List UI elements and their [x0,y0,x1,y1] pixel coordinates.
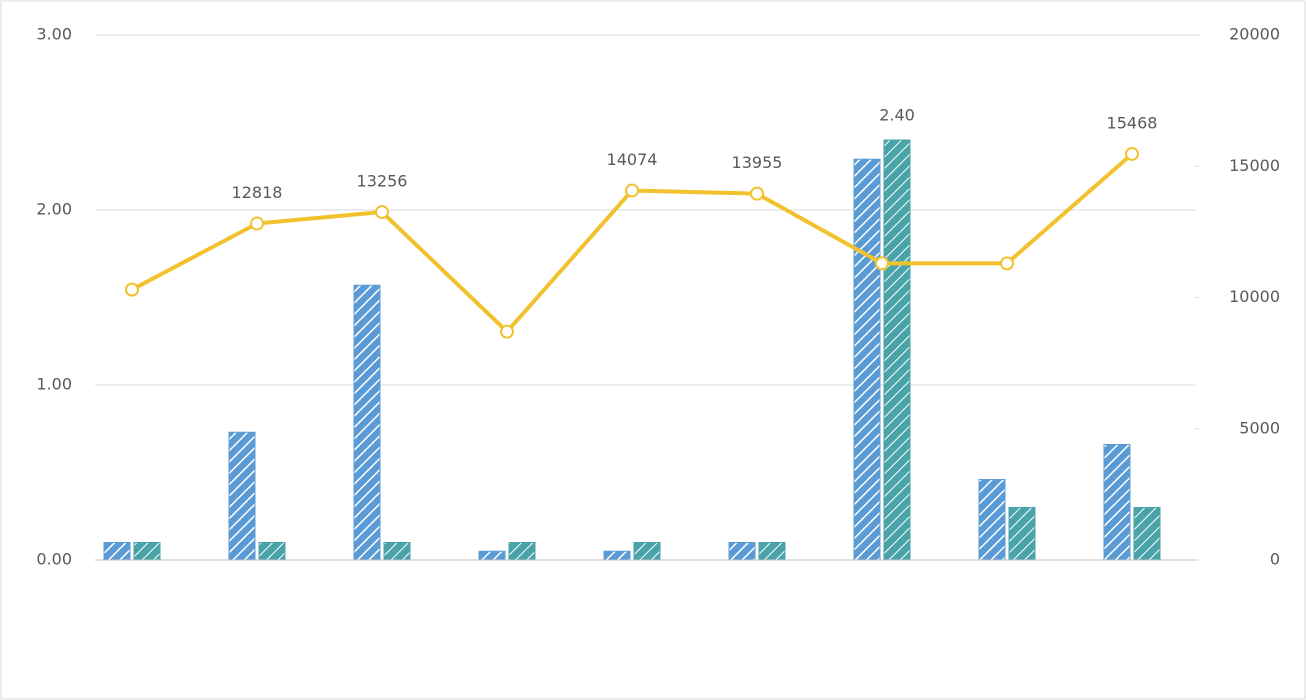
line-marker [625,183,639,198]
line-marker [875,256,889,271]
line-label: 12818 [232,183,283,202]
bar [1008,507,1036,561]
bar [228,431,256,561]
y2-tick-label: 20000 [1229,25,1280,44]
y-tick-label: 0.00 [36,550,72,569]
y2-tick-label: 15000 [1229,156,1280,175]
bar [353,284,381,561]
bar [728,542,756,561]
line-marker [125,282,139,297]
y2-tick-label: 10000 [1229,287,1280,306]
y-tick-label: 2.00 [36,200,72,219]
bar [633,542,661,561]
line-marker [250,216,264,231]
line-marker [500,324,514,339]
bar [1103,444,1131,561]
line-label: 15468 [1107,113,1158,132]
bar [853,158,881,561]
line-label: 13256 [357,172,408,191]
bar [758,542,786,561]
bar [103,542,131,561]
bar [978,479,1006,561]
line-marker [1125,146,1139,161]
bar [478,550,506,561]
y-tick-label: 3.00 [36,25,72,44]
bar [258,542,286,561]
line-label: 14074 [607,150,658,169]
line-label: 13955 [732,153,783,172]
bar [883,139,911,561]
line-marker [375,205,389,220]
bar [508,542,536,561]
y-tick-label: 1.00 [36,375,72,394]
y2-tick-label: 5000 [1239,418,1280,437]
bar [1133,507,1161,561]
bar-label: 2.40 [879,106,915,125]
bar [383,542,411,561]
bar [603,550,631,561]
y2-tick-label: 0 [1270,550,1280,569]
line-marker [750,186,764,201]
line-marker [1000,256,1014,271]
bar [133,542,161,561]
